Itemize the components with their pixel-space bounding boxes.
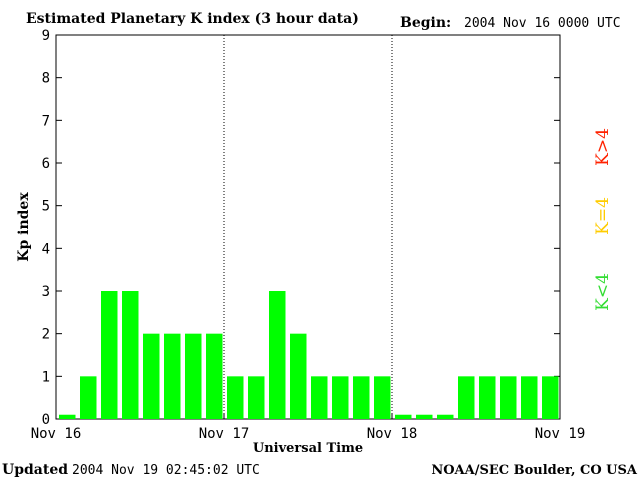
kp-bar — [374, 376, 391, 419]
x-tick-label: Nov 19 — [535, 426, 586, 442]
kp-bar — [311, 376, 328, 419]
kp-bar — [521, 376, 538, 419]
kp-bar — [59, 414, 76, 419]
kp-bar — [227, 376, 244, 419]
plot-frame — [55, 34, 561, 420]
updated-label: Updated — [2, 462, 68, 478]
kp-bar — [164, 333, 181, 419]
y-tick-label: 4 — [42, 241, 50, 257]
bars — [59, 291, 559, 419]
kp-bar — [80, 376, 97, 419]
legend-entry: K=4 — [593, 197, 613, 235]
kp-bar — [395, 414, 412, 419]
legend-entry: K<4 — [593, 273, 613, 311]
y-tick-label: 9 — [42, 28, 50, 44]
y-tick-label: 8 — [42, 71, 50, 87]
begin-value: 2004 Nov 16 0000 UTC — [464, 16, 621, 31]
kp-bar — [290, 333, 307, 419]
updated-value: 2004 Nov 19 02:45:02 UTC — [72, 463, 260, 478]
x-tick-label: Nov 16 — [31, 426, 82, 442]
kp-bar — [500, 376, 517, 419]
y-axis-label: Kp index — [16, 192, 32, 262]
kp-bar — [437, 414, 454, 419]
kp-bar — [101, 291, 118, 419]
chart-title: Estimated Planetary K index (3 hour data… — [26, 11, 359, 27]
x-axis-label: Universal Time — [253, 441, 363, 456]
source-credit: NOAA/SEC Boulder, CO USA — [431, 463, 638, 478]
kp-bar — [416, 414, 433, 419]
y-tick-label: 1 — [42, 369, 50, 385]
y-tick-label: 7 — [42, 113, 50, 129]
y-tick-label: 5 — [42, 199, 50, 215]
y-tick-label: 3 — [42, 284, 50, 300]
y-tick-label: 0 — [42, 412, 50, 428]
kp-bar — [332, 376, 349, 419]
kp-bar — [248, 376, 265, 419]
x-axis: Nov 16 Nov 17 Nov 18 Nov 19 — [31, 413, 586, 442]
legend-entry: K>4 — [593, 128, 613, 166]
kp-bar — [353, 376, 370, 419]
day-separators — [223, 35, 393, 419]
x-tick-label: Nov 18 — [367, 426, 418, 442]
legend: K<4 K=4 K>4 — [593, 128, 613, 311]
kp-bar — [458, 376, 475, 419]
kp-bar — [143, 333, 160, 419]
y-tick-label: 6 — [42, 156, 50, 172]
begin-label: Begin: — [400, 15, 451, 31]
x-tick-label: Nov 17 — [199, 426, 250, 442]
kp-bar — [185, 333, 202, 419]
kp-bar — [206, 333, 223, 419]
kp-bar — [269, 291, 286, 419]
kp-bar — [542, 376, 559, 419]
kp-bar — [122, 291, 139, 419]
y-tick-label: 2 — [42, 327, 50, 343]
kp-bar — [479, 376, 496, 419]
